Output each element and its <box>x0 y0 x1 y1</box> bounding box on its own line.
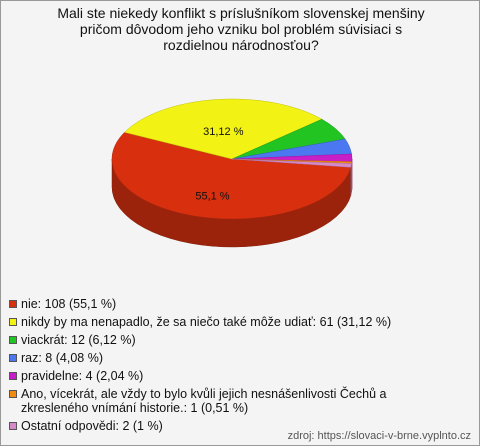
data-label: 55,1 % <box>195 190 229 202</box>
slice-side <box>350 163 352 196</box>
legend-label: nie: 108 (55,1 %) <box>21 297 117 311</box>
legend-label: raz: 8 (4,08 %) <box>21 351 103 365</box>
legend-item: Ostatní odpovědi: 2 (1 %) <box>9 419 449 433</box>
slice <box>231 158 352 168</box>
legend-swatch <box>9 372 17 380</box>
legend-swatch <box>9 336 17 344</box>
legend-swatch <box>9 354 17 362</box>
legend-label: viackrát: 12 (6,12 %) <box>21 333 136 347</box>
chart-title: Mali ste niekedy konflikt s príslušníkom… <box>57 5 425 53</box>
source: zdroj: https://slovaci-v-brne.vyplnto.cz <box>287 430 471 442</box>
legend-item: raz: 8 (4,08 %) <box>9 351 449 365</box>
legend-swatch <box>9 318 17 326</box>
legend-label: nikdy by ma nenapadlo, že sa niečo také … <box>21 315 392 329</box>
data-label: 31,12 % <box>203 126 244 138</box>
legend-item: viackrát: 12 (6,12 %) <box>9 333 449 347</box>
pie-area: 55,1 % 31,12 % <box>111 98 353 248</box>
legend-item: nikdy by ma nenapadlo, že sa niečo také … <box>9 315 449 329</box>
legend-label: Ostatní odpovědi: 2 (1 %) <box>21 419 163 433</box>
legend-swatch <box>9 300 17 308</box>
legend-item: Ano, vícekrát, ale vždy to bylo kvůli je… <box>9 387 449 415</box>
legend-label: Ano, vícekrát, ale vždy to bylo kvůli je… <box>21 387 387 415</box>
legend-item: pravidelne: 4 (2,04 %) <box>9 369 449 383</box>
legend-item: nie: 108 (55,1 %) <box>9 297 449 311</box>
legend-swatch <box>9 422 17 430</box>
legend-swatch <box>9 390 17 398</box>
legend-label: pravidelne: 4 (2,04 %) <box>21 369 144 383</box>
slice <box>111 132 352 220</box>
legend: nie: 108 (55,1 %) nikdy by ma nenapadlo, … <box>9 297 449 437</box>
slice <box>124 98 323 160</box>
